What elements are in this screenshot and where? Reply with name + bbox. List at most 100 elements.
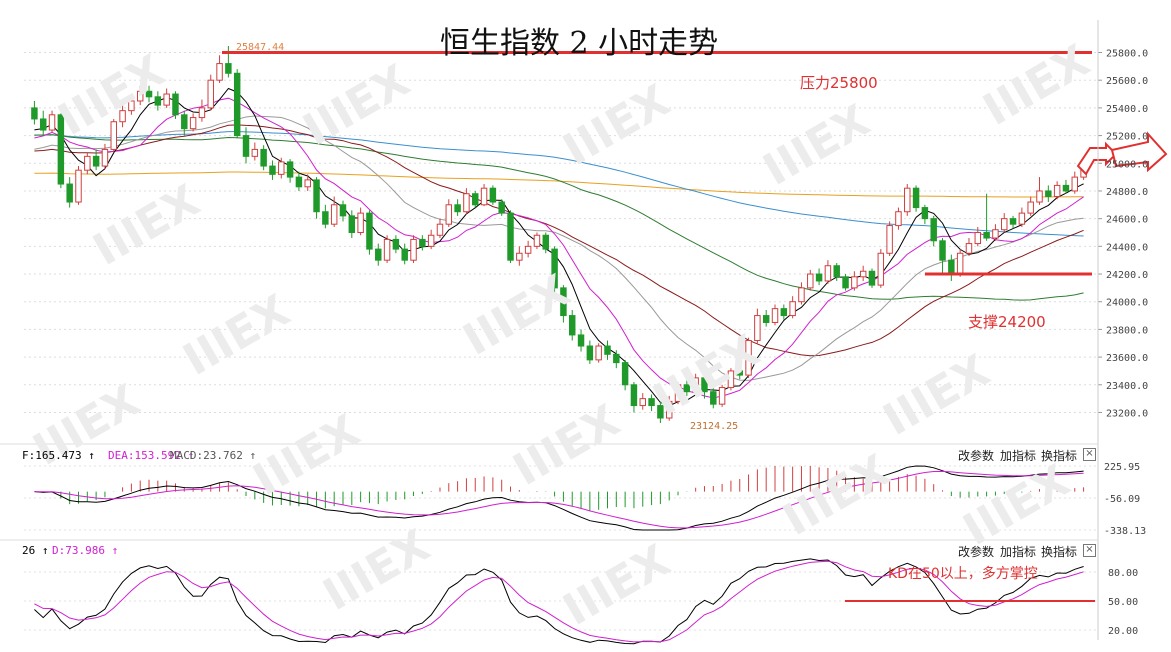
change-params-button[interactable]: 改参数: [958, 449, 995, 463]
candle-up: [639, 398, 646, 407]
candle-up: [1071, 176, 1079, 192]
swap-indicator-button[interactable]: 换指标: [1041, 449, 1078, 463]
y-tick-label: 24800.0: [1106, 187, 1148, 198]
y-tick-label: 23600.0: [1106, 353, 1148, 364]
candle-up: [436, 223, 444, 236]
candle-up: [524, 245, 532, 254]
candle-down: [560, 287, 567, 317]
candle-up: [692, 377, 699, 393]
candle-down: [489, 187, 497, 203]
candle-up: [718, 387, 726, 405]
candle-down: [833, 265, 840, 278]
candle-down: [242, 135, 250, 157]
close-macd-panel-button[interactable]: ×: [1083, 448, 1096, 461]
y-tick-label: 25400.0: [1106, 104, 1148, 115]
y-tick-label: 23800.0: [1106, 325, 1148, 336]
candle-up: [119, 110, 126, 123]
candle-up: [480, 187, 488, 206]
candle-up: [727, 370, 735, 389]
y-tick-label: 24000.0: [1106, 298, 1148, 309]
candle-up: [789, 301, 796, 317]
kd-k-label: 26 ↑: [22, 544, 49, 557]
candle-down: [233, 72, 241, 137]
candle-up: [128, 100, 135, 112]
y-tick-label: 24400.0: [1106, 242, 1148, 253]
candle-up: [904, 187, 911, 213]
candle-down: [295, 176, 303, 188]
candle-down: [366, 212, 373, 250]
candle-down: [762, 315, 770, 323]
candle-down: [401, 248, 408, 261]
candle-down: [260, 148, 267, 167]
candle-down: [815, 273, 823, 282]
candle-up: [357, 212, 364, 233]
kd-d-label: D:73.986 ↑: [52, 544, 119, 557]
high-price-label: 25847.44: [236, 42, 285, 53]
candle-down: [683, 384, 691, 393]
macd-tick-label: -56.09: [1104, 494, 1140, 505]
candle-up: [48, 114, 56, 131]
candle-up: [665, 400, 673, 419]
y-tick-label: 24600.0: [1106, 215, 1148, 226]
candle-down: [921, 207, 929, 220]
ma20-line: [34, 115, 1084, 381]
candle-up: [110, 121, 117, 150]
candle-down: [551, 248, 558, 289]
candle-up: [895, 211, 902, 227]
candle-down: [322, 211, 329, 225]
candle-down: [348, 215, 356, 233]
close-kd-panel-button[interactable]: ×: [1083, 544, 1096, 557]
candle-down: [939, 240, 946, 261]
candle-down: [630, 384, 638, 407]
candle-down: [948, 259, 955, 275]
candle-down: [930, 218, 937, 242]
candle-down: [568, 315, 576, 336]
ma30-line: [34, 124, 1084, 357]
candle-up: [216, 63, 223, 81]
add-indicator-button[interactable]: 加指标: [1000, 545, 1037, 559]
add-indicator-button[interactable]: 加指标: [1000, 449, 1037, 463]
candle-down: [912, 187, 920, 209]
candle-down: [31, 107, 38, 120]
candle-up: [516, 252, 523, 261]
candle-up: [410, 238, 417, 261]
candle-down: [604, 345, 611, 355]
candle-up: [595, 345, 602, 361]
change-params-button[interactable]: 改参数: [958, 545, 995, 559]
y-tick-label: 25000.0: [1106, 159, 1148, 170]
kd-tick-label: 20.00: [1108, 626, 1138, 637]
candle-down: [286, 161, 294, 178]
candle-down: [1062, 184, 1070, 192]
candle-up: [974, 231, 982, 245]
candle-up: [859, 270, 867, 278]
candle-up: [992, 229, 999, 239]
candle-up: [445, 204, 453, 225]
candle-down: [92, 155, 100, 167]
candle-down: [586, 345, 594, 361]
candle-down: [419, 238, 426, 247]
candle-down: [736, 370, 743, 376]
candle-down: [472, 193, 479, 206]
macd-dea-line: [34, 470, 1084, 529]
candle-up: [965, 243, 973, 254]
macd-dif-line: [34, 465, 1084, 531]
candle-up: [771, 308, 779, 323]
candle-up: [330, 204, 338, 225]
candle-down: [313, 179, 320, 213]
ma10-line: [34, 97, 1084, 399]
candle-up: [189, 117, 197, 130]
candle-up: [427, 234, 435, 247]
candle-up: [84, 155, 91, 171]
candle-up: [1036, 190, 1043, 203]
macd-dif-label: F:165.473 ↑: [22, 449, 95, 462]
candle-down: [392, 238, 400, 250]
y-tick-label: 25600.0: [1106, 76, 1148, 87]
candle-up: [877, 252, 885, 286]
candle-down: [507, 212, 514, 261]
candle-down: [710, 391, 717, 405]
swap-indicator-button[interactable]: 换指标: [1041, 545, 1078, 559]
candle-up: [207, 79, 214, 109]
candle-down: [225, 63, 232, 74]
